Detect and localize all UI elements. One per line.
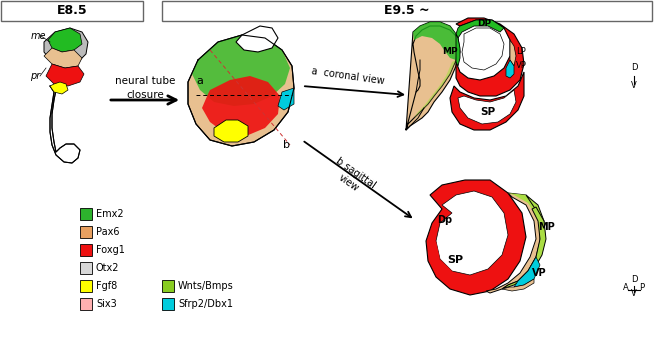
Polygon shape [50, 86, 80, 163]
Polygon shape [413, 22, 458, 60]
Polygon shape [458, 90, 516, 124]
Text: E9.5 ~: E9.5 ~ [384, 4, 430, 18]
Polygon shape [44, 28, 88, 65]
Bar [1, 1, 143, 21]
Text: Dp: Dp [438, 215, 453, 225]
Text: D: D [630, 63, 637, 72]
Text: MP: MP [538, 222, 555, 232]
Polygon shape [412, 60, 456, 120]
Text: Foxg1: Foxg1 [96, 245, 125, 255]
Text: VP: VP [532, 268, 547, 278]
Text: LP: LP [516, 48, 526, 57]
Text: Pax6: Pax6 [96, 227, 120, 237]
Text: E8.5: E8.5 [57, 4, 88, 18]
Text: Sfrp2/Dbx1: Sfrp2/Dbx1 [178, 299, 233, 309]
Polygon shape [450, 72, 524, 130]
Polygon shape [526, 195, 544, 239]
Bar [80, 298, 92, 310]
Polygon shape [406, 22, 460, 130]
Text: a  coronal view: a coronal view [311, 66, 385, 86]
Text: DP: DP [477, 19, 491, 28]
Polygon shape [188, 35, 294, 146]
Polygon shape [502, 279, 534, 291]
Polygon shape [426, 180, 526, 295]
Bar [80, 244, 92, 256]
Polygon shape [486, 193, 540, 293]
Bar [80, 226, 92, 238]
Text: Fgf8: Fgf8 [96, 281, 117, 291]
Polygon shape [436, 191, 508, 275]
Text: a: a [197, 76, 203, 86]
Text: P: P [640, 283, 645, 292]
Text: D: D [630, 275, 637, 284]
Text: me: me [30, 31, 46, 41]
Text: V: V [631, 81, 637, 90]
Text: Emx2: Emx2 [96, 209, 124, 219]
Polygon shape [434, 241, 454, 273]
Text: V: V [631, 289, 637, 298]
Polygon shape [508, 193, 540, 223]
Text: Six3: Six3 [96, 299, 117, 309]
Text: SP: SP [481, 107, 496, 117]
Polygon shape [456, 18, 524, 96]
Text: b: b [283, 140, 290, 150]
Polygon shape [456, 34, 460, 66]
Polygon shape [202, 76, 280, 136]
Polygon shape [192, 35, 290, 106]
Text: b sagittal
view: b sagittal view [327, 156, 377, 200]
Bar [162, 298, 174, 310]
Text: neural tube
closure: neural tube closure [115, 76, 175, 100]
Polygon shape [506, 60, 514, 78]
Polygon shape [44, 48, 82, 68]
Polygon shape [510, 40, 516, 66]
Polygon shape [462, 28, 504, 70]
Bar [162, 280, 174, 292]
Bar [80, 262, 92, 274]
Polygon shape [278, 88, 294, 110]
Polygon shape [514, 257, 540, 287]
Polygon shape [214, 120, 248, 142]
Polygon shape [456, 20, 504, 38]
Text: A: A [623, 283, 629, 292]
Polygon shape [236, 26, 278, 52]
Text: Otx2: Otx2 [96, 263, 120, 273]
Bar [80, 208, 92, 220]
Bar [162, 1, 652, 21]
Polygon shape [48, 28, 82, 52]
Text: VP: VP [516, 61, 527, 70]
Polygon shape [46, 64, 84, 86]
Text: MP: MP [442, 48, 458, 57]
Text: pr: pr [30, 71, 40, 81]
Text: Wnts/Bmps: Wnts/Bmps [178, 281, 233, 291]
Text: SP: SP [447, 255, 463, 265]
Polygon shape [502, 207, 546, 289]
Polygon shape [50, 82, 68, 94]
Bar [80, 280, 92, 292]
